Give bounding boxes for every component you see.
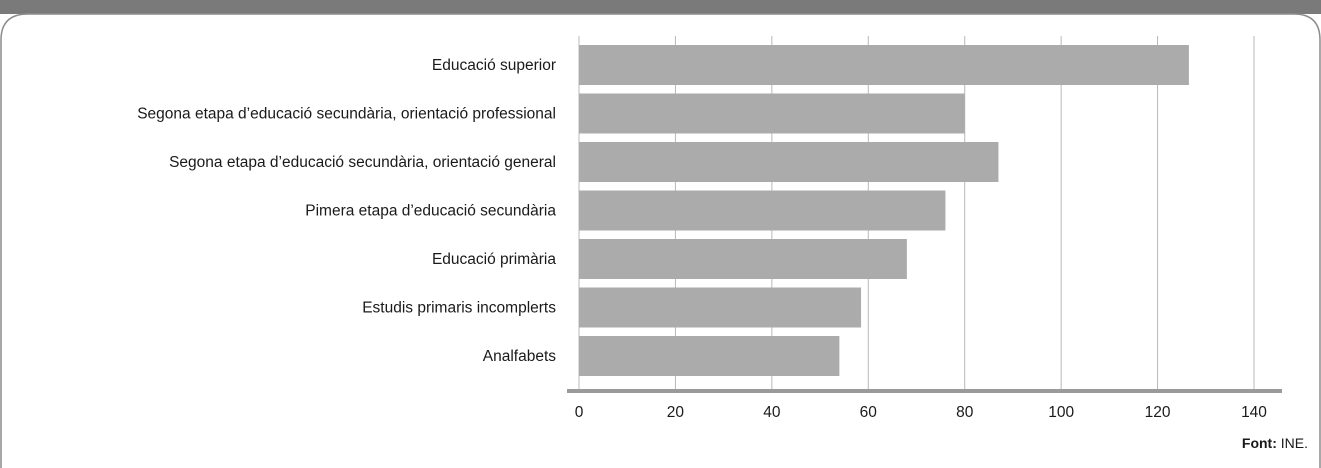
bar: [579, 336, 840, 376]
x-tick-label: 40: [763, 404, 781, 421]
bar: [579, 93, 965, 134]
source-label: Font:: [1242, 435, 1277, 451]
category-labels: Educació superior Segona etapa d’educació…: [137, 57, 556, 365]
x-tick-label: 0: [575, 404, 584, 421]
x-tick-label: 60: [860, 404, 878, 421]
bar: [579, 190, 946, 231]
category-label: Analfabets: [483, 348, 556, 365]
category-label: Educació primària: [432, 251, 556, 268]
x-tick-label: 20: [667, 404, 685, 421]
bar: [579, 142, 999, 182]
category-label: Segona etapa d’educació secundària, orie…: [169, 154, 556, 171]
category-label: Educació superior: [432, 57, 556, 74]
x-tick-label: 120: [1145, 404, 1171, 421]
bar: [579, 239, 907, 279]
source-value: INE.: [1281, 435, 1308, 451]
source-note: Font: INE.: [1242, 435, 1308, 451]
x-tick-label: 80: [956, 404, 974, 421]
bar: [579, 287, 862, 328]
category-label: Estudis primaris incomplerts: [362, 300, 556, 317]
x-tick-label: 140: [1241, 404, 1267, 421]
x-tick-labels: 0 20 40 60 80 100 120 140: [575, 404, 1268, 421]
x-tick-label: 100: [1048, 404, 1074, 421]
bars: [579, 45, 1189, 376]
category-label: Segona etapa d’educació secundària, orie…: [137, 106, 556, 123]
category-label: Pimera etapa d’educació secundària: [305, 203, 556, 220]
bar: [579, 45, 1189, 85]
header-band: [0, 0, 1321, 14]
